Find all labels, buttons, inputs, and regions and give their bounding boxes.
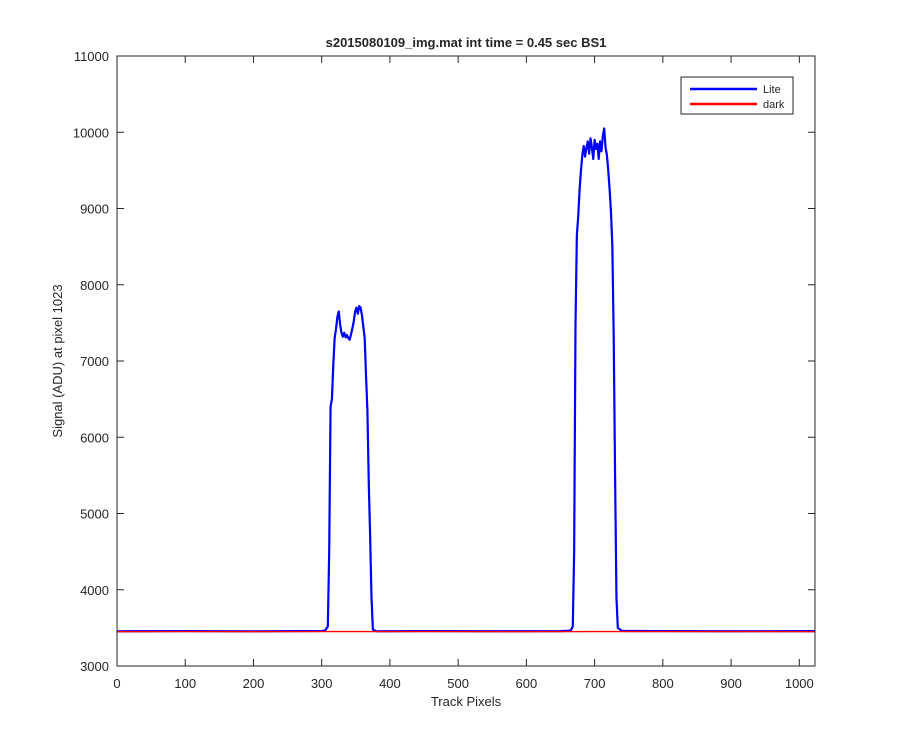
x-tick-label: 300 — [311, 676, 333, 691]
y-tick-label: 8000 — [80, 278, 109, 293]
x-axis-label: Track Pixels — [431, 694, 502, 709]
x-tick-label: 800 — [652, 676, 674, 691]
y-tick-label: 4000 — [80, 583, 109, 598]
x-tick-label: 700 — [584, 676, 606, 691]
x-tick-label: 400 — [379, 676, 401, 691]
y-tick-label: 6000 — [80, 430, 109, 445]
x-tick-label: 100 — [174, 676, 196, 691]
x-tick-label: 200 — [243, 676, 265, 691]
legend-label-lite: Lite — [763, 84, 781, 96]
y-tick-label: 3000 — [80, 659, 109, 674]
x-tick-label: 0 — [113, 676, 120, 691]
plot-area — [117, 56, 815, 666]
x-tick-label: 600 — [516, 676, 538, 691]
y-tick-label: 10000 — [73, 125, 109, 140]
y-axis-label: Signal (ADU) at pixel 1023 — [50, 284, 65, 437]
y-tick-label: 9000 — [80, 202, 109, 217]
y-tick-label: 7000 — [80, 354, 109, 369]
legend-label-dark: dark — [763, 99, 785, 111]
y-tick-label: 5000 — [80, 507, 109, 522]
x-tick-label: 900 — [720, 676, 742, 691]
x-tick-label: 1000 — [785, 676, 814, 691]
legend: Lite dark — [681, 77, 793, 114]
chart-title: s2015080109_img.mat int time = 0.45 sec … — [326, 35, 607, 50]
x-tick-label: 500 — [447, 676, 469, 691]
y-tick-label: 11000 — [74, 49, 109, 64]
